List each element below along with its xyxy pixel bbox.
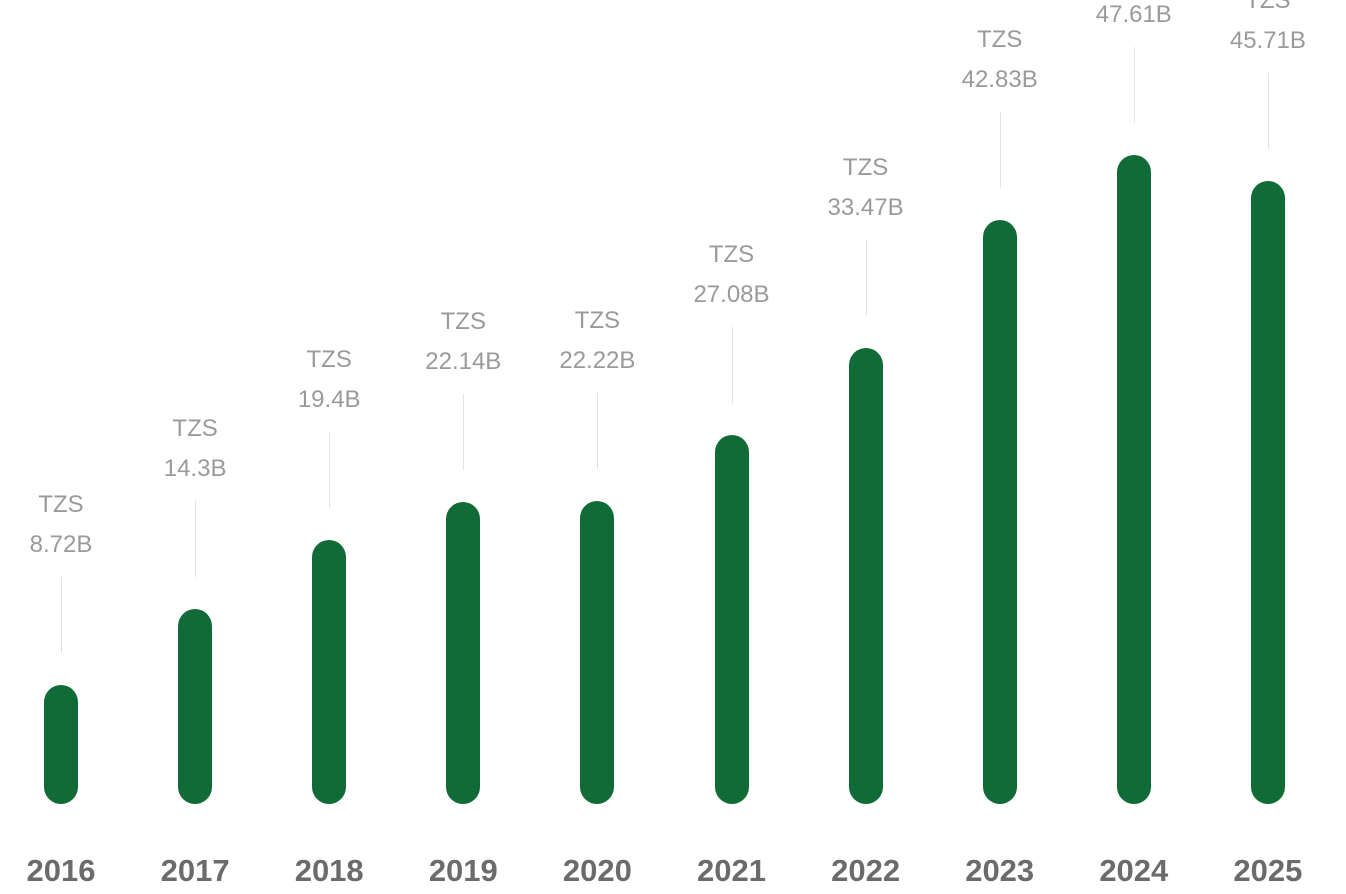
- bar-2021: [714, 434, 749, 804]
- data-label-value: 8.72B: [29, 531, 93, 559]
- leader-line-2019: [463, 394, 464, 471]
- x-tick-label-2020: 2020: [562, 853, 632, 888]
- data-label-2016: TZS 8.72B: [0, 485, 126, 565]
- data-label-2019: TZS 22.14B: [398, 302, 528, 382]
- bar-2020: [580, 501, 615, 804]
- data-label-2017: TZS 14.3B: [130, 409, 260, 489]
- x-tick-label-2019: 2019: [428, 853, 498, 888]
- bar-2017: [178, 609, 213, 804]
- data-label-2018: TZS 19.4B: [264, 340, 394, 420]
- data-label-value: 14.3B: [163, 455, 227, 483]
- x-tick-label-2018: 2018: [294, 853, 364, 888]
- leader-line-2016: [61, 577, 62, 654]
- bar-2019: [446, 502, 481, 804]
- bar-2018: [312, 539, 347, 804]
- data-label-value: 22.14B: [425, 348, 502, 376]
- leader-line-2023: [1000, 112, 1001, 189]
- bar-2016: [44, 685, 78, 804]
- bar-2023: [982, 220, 1017, 804]
- x-tick-label-2016: 2016: [26, 853, 96, 888]
- data-label-prefix: TZS: [440, 308, 486, 336]
- data-label-2025: TZS 45.71B: [1203, 0, 1333, 61]
- data-label-2024: TZS47.61B: [1069, 0, 1199, 35]
- x-tick-label-2023: 2023: [965, 853, 1035, 888]
- data-label-prefix: TZS: [306, 345, 352, 373]
- data-label-prefix: TZS: [574, 307, 621, 335]
- data-label-prefix: TZS: [842, 153, 889, 181]
- data-label-value: 22.22B: [559, 347, 636, 375]
- data-label-2023: TZS 42.83B: [935, 20, 1065, 100]
- data-label-value: 33.47B: [827, 193, 904, 221]
- leader-line-2025: [1268, 72, 1269, 149]
- bar-2022: [848, 347, 883, 804]
- x-tick-label-2024: 2024: [1099, 853, 1169, 888]
- bar-2025: [1250, 180, 1285, 804]
- leader-line-2017: [195, 501, 196, 578]
- bar-2024: [1116, 155, 1151, 804]
- leader-line-2018: [329, 431, 330, 508]
- data-label-prefix: TZS: [977, 26, 1023, 54]
- data-label-value: 42.83B: [961, 66, 1038, 94]
- leader-line-2021: [732, 326, 733, 403]
- data-label-value: 27.08B: [693, 280, 770, 308]
- data-label-prefix: TZS: [1245, 0, 1291, 14]
- data-label-2020: TZS 22.22B: [532, 301, 662, 381]
- data-label-prefix: TZS: [172, 415, 218, 443]
- leader-line-2024: [1134, 47, 1135, 124]
- data-label-value: 19.4B: [297, 385, 361, 413]
- leader-line-2022: [866, 239, 867, 316]
- x-tick-label-2025: 2025: [1233, 853, 1303, 888]
- data-label-prefix: TZS: [708, 240, 755, 268]
- data-label-value: 45.71B: [1229, 26, 1306, 54]
- data-label-prefix: TZS: [38, 491, 84, 519]
- x-tick-label-2022: 2022: [831, 853, 901, 888]
- data-label-value: 47.61B: [1095, 1, 1172, 29]
- data-label-2022: TZS 33.47B: [801, 148, 931, 228]
- x-tick-label-2017: 2017: [160, 853, 230, 888]
- x-tick-label-2021: 2021: [697, 853, 766, 888]
- leader-line-2020: [597, 393, 598, 470]
- data-label-2021: TZS 27.08B: [667, 235, 797, 315]
